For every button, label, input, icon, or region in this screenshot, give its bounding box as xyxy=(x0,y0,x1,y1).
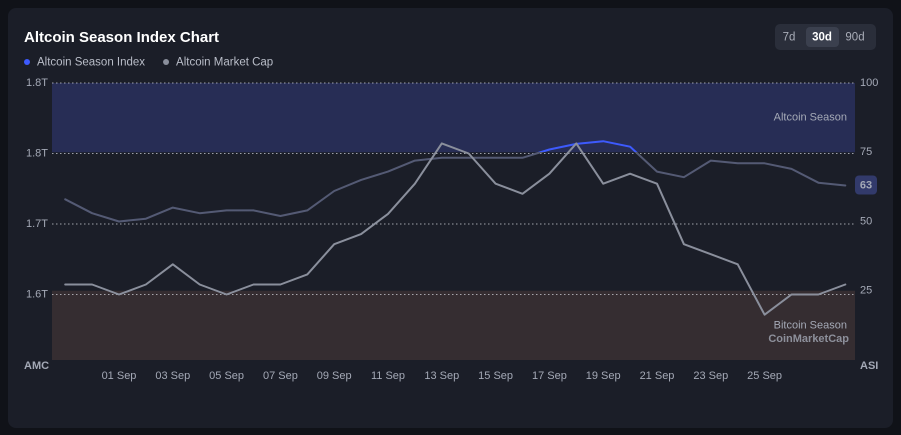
y2-tick-label: 50 xyxy=(860,215,872,227)
watermark: CoinMarketCap xyxy=(768,333,849,345)
legend-label: Altcoin Season Index xyxy=(37,57,145,69)
y-tick-label: 1.8T xyxy=(26,77,48,89)
x-tick-label: 23 Sep xyxy=(693,370,728,382)
legend-dot xyxy=(24,59,30,65)
x-tick-label: 09 Sep xyxy=(317,370,352,382)
range-button-active xyxy=(806,27,839,47)
series-line xyxy=(64,142,847,316)
current-value-label: 63 xyxy=(860,179,872,191)
y2-tick-label: 75 xyxy=(860,146,872,158)
chart-title: Altcoin Season Index Chart xyxy=(24,29,219,46)
series-line xyxy=(64,140,847,223)
x-tick-label: 17 Sep xyxy=(532,370,567,382)
zone xyxy=(52,83,855,153)
y-tick-label: 1.6T xyxy=(26,288,48,300)
y2-tick-label: 25 xyxy=(860,285,872,297)
x-tick-label: 07 Sep xyxy=(263,370,298,382)
current-value-badge xyxy=(855,175,877,195)
range-button[interactable]: 30d xyxy=(812,32,832,44)
legend-label: Altcoin Market Cap xyxy=(176,57,273,69)
x-tick-label: 15 Sep xyxy=(478,370,513,382)
zone xyxy=(52,290,855,360)
range-button[interactable]: 90d xyxy=(845,32,864,44)
zone-label: Altcoin Season xyxy=(774,112,847,124)
x-tick-label: 01 Sep xyxy=(102,370,137,382)
zone-label: Bitcoin Season xyxy=(774,319,847,331)
y2-axis-label: ASI xyxy=(860,360,878,372)
y2-tick-label: 100 xyxy=(860,77,878,89)
y-tick-label: 1.7T xyxy=(26,218,48,230)
x-tick-label: 03 Sep xyxy=(155,370,190,382)
x-tick-label: 11 Sep xyxy=(371,370,405,382)
y-tick-label: 1.8T xyxy=(26,147,48,159)
card xyxy=(8,8,893,428)
x-tick-label: 25 Sep xyxy=(747,370,782,382)
y-axis-label: AMC xyxy=(24,360,49,372)
range-button[interactable]: 7d xyxy=(783,32,796,44)
x-tick-label: 05 Sep xyxy=(209,370,244,382)
x-tick-label: 19 Sep xyxy=(586,370,621,382)
legend-dot xyxy=(163,59,170,65)
x-tick-label: 13 Sep xyxy=(424,370,459,382)
x-tick-label: 21 Sep xyxy=(640,370,675,382)
